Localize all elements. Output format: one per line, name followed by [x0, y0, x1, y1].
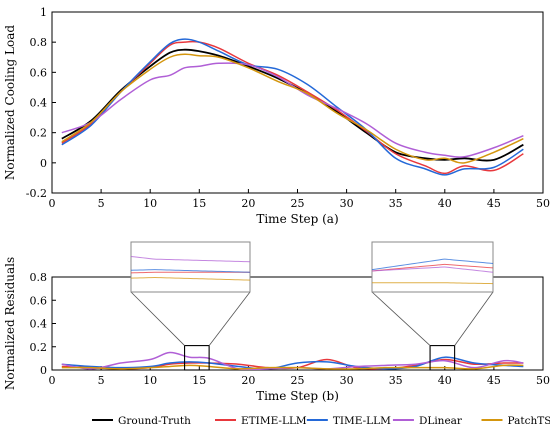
- bottom-y-tick-label: 0.6: [30, 294, 48, 307]
- top-x-axis-label: Time Step (a): [256, 212, 338, 226]
- legend: Ground-Truth ETIME-LLM TIME-LLM DLinear Patc…: [92, 415, 550, 427]
- top-y-axis-label: Normalized Cooling Load: [3, 25, 17, 180]
- legend-label-etime-llm: ETIME-LLM: [241, 415, 307, 427]
- top-x-tick-label: 10: [143, 197, 157, 210]
- legend-label-patchtst: PatchTST: [508, 415, 550, 427]
- zoom-connector-line: [130, 291, 185, 346]
- top-x-tick-label: 15: [192, 197, 206, 210]
- zoom-inset-2-line-time-llm: [371, 258, 494, 271]
- zoom-inset-2-line-patchtst: [372, 282, 494, 285]
- bottom-x-tick-label: 10: [143, 374, 157, 387]
- bottom-x-tick-label: 45: [487, 374, 501, 387]
- bottom-x-axis-label: Time Step (b): [256, 389, 339, 403]
- top-x-tick-label: 50: [536, 197, 550, 210]
- top-x-tick-label: 20: [241, 197, 255, 210]
- bottom-x-tick-label: 40: [438, 374, 452, 387]
- top-x-tick-label: 40: [438, 197, 452, 210]
- top-y-tick-label: 0: [40, 157, 47, 170]
- bottom-x-tick-label: 35: [389, 374, 403, 387]
- top-y-tick-label: 0.2: [30, 127, 48, 140]
- zoom-inset-1-line-patchtst: [130, 276, 251, 281]
- top-y-tick-label: 0.6: [30, 66, 48, 79]
- zoom-window-1: [184, 345, 210, 371]
- bottom-y-tick-label: 0.4: [30, 318, 48, 331]
- bottom-y-tick-label: 0.8: [30, 271, 48, 284]
- top-line-patchtst: [61, 53, 524, 164]
- bottom-x-tick-label: 0: [49, 374, 56, 387]
- zoom-connector-line: [454, 291, 494, 346]
- bottom-x-tick-label: 50: [536, 374, 550, 387]
- top-y-tick-label: 1: [40, 6, 47, 19]
- zoom-connector-line: [371, 291, 431, 346]
- zoom-window-2: [429, 345, 456, 371]
- zoom-inset-1: [130, 241, 251, 293]
- top-y-tick-label: -0.2: [26, 187, 47, 200]
- top-y-tick-label: 0.4: [30, 97, 48, 110]
- zoom-inset-2-line-dlinear: [371, 266, 494, 273]
- zoom-inset-1-line-etime-llm: [130, 271, 250, 274]
- chart-top-cooling-load: 0 5 10 15 20 25 30 35 40 45 50-0.200.20.40.60.81Ti…: [3, 6, 550, 226]
- top-y-tick-label: 0.8: [30, 36, 48, 49]
- legend-label-ground-truth: Ground-Truth: [118, 415, 191, 427]
- bottom-line-patchtst: [61, 364, 524, 370]
- top-series-group: [61, 38, 524, 176]
- bottom-x-tick-label: 25: [291, 374, 305, 387]
- top-x-tick-label: 30: [340, 197, 354, 210]
- bottom-y-tick-label: 0.2: [30, 341, 48, 354]
- legend-label-time-llm: TIME-LLM: [333, 415, 391, 427]
- top-x-tick-label: 45: [487, 197, 501, 210]
- zoom-inset-2-line-etime-llm: [371, 263, 494, 272]
- bottom-x-tick-label: 5: [98, 374, 105, 387]
- bottom-y-axis-label: Normalized Residuals: [3, 257, 17, 390]
- top-line-time-llm: [61, 38, 524, 176]
- bottom-series-group: [61, 351, 524, 370]
- top-line-ground-truth: [61, 48, 524, 162]
- legend-label-dlinear: DLinear: [419, 415, 463, 427]
- bottom-x-tick-label: 15: [192, 374, 206, 387]
- top-x-tick-label: 5: [98, 197, 105, 210]
- zoom-inset-1-line-time-llm: [130, 269, 251, 273]
- top-line-etime-llm: [61, 40, 524, 175]
- bottom-x-tick-label: 30: [340, 374, 354, 387]
- top-line-dlinear: [61, 62, 524, 158]
- zoom-inset-1-line-dlinear: [130, 256, 251, 263]
- top-x-tick-label: 25: [291, 197, 305, 210]
- bottom-line-time-llm: [61, 356, 524, 370]
- bottom-x-tick-label: 20: [241, 374, 255, 387]
- top-x-tick-label: 0: [49, 197, 56, 210]
- bottom-y-tick-label: 0: [40, 364, 47, 377]
- zoom-connector-line: [208, 291, 251, 346]
- top-x-tick-label: 35: [389, 197, 403, 210]
- chart-bottom-residuals: 0 5 10 15 20 25 30 35 40 45 50 0 0.2 0.4 0.6 0.8 Time St…: [3, 241, 550, 403]
